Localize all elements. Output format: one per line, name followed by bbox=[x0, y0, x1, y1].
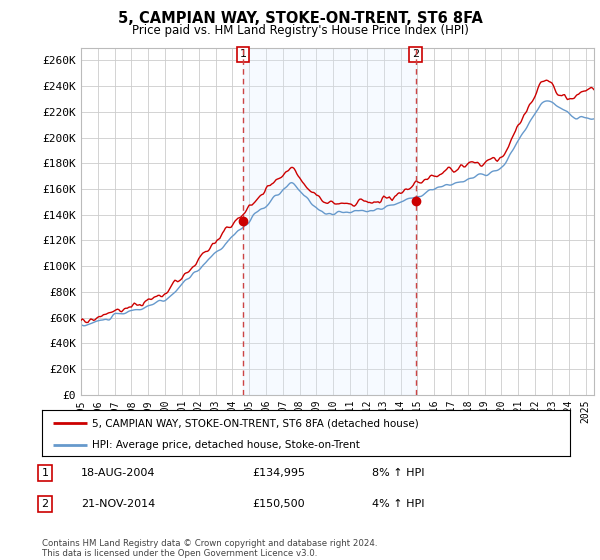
Text: 4% ↑ HPI: 4% ↑ HPI bbox=[372, 499, 425, 509]
Text: 2: 2 bbox=[41, 499, 49, 509]
Text: £134,995: £134,995 bbox=[252, 468, 305, 478]
Text: Contains HM Land Registry data © Crown copyright and database right 2024.
This d: Contains HM Land Registry data © Crown c… bbox=[42, 539, 377, 558]
Text: £150,500: £150,500 bbox=[252, 499, 305, 509]
Text: 8% ↑ HPI: 8% ↑ HPI bbox=[372, 468, 425, 478]
Text: 18-AUG-2004: 18-AUG-2004 bbox=[81, 468, 155, 478]
Bar bbox=[243, 48, 416, 395]
Text: 1: 1 bbox=[239, 49, 247, 59]
Text: 2: 2 bbox=[412, 49, 419, 59]
Text: Price paid vs. HM Land Registry's House Price Index (HPI): Price paid vs. HM Land Registry's House … bbox=[131, 24, 469, 36]
Text: HPI: Average price, detached house, Stoke-on-Trent: HPI: Average price, detached house, Stok… bbox=[92, 440, 360, 450]
Text: 5, CAMPIAN WAY, STOKE-ON-TRENT, ST6 8FA (detached house): 5, CAMPIAN WAY, STOKE-ON-TRENT, ST6 8FA … bbox=[92, 418, 419, 428]
Text: 21-NOV-2014: 21-NOV-2014 bbox=[81, 499, 155, 509]
Text: 1: 1 bbox=[41, 468, 49, 478]
Text: 5, CAMPIAN WAY, STOKE-ON-TRENT, ST6 8FA: 5, CAMPIAN WAY, STOKE-ON-TRENT, ST6 8FA bbox=[118, 11, 482, 26]
